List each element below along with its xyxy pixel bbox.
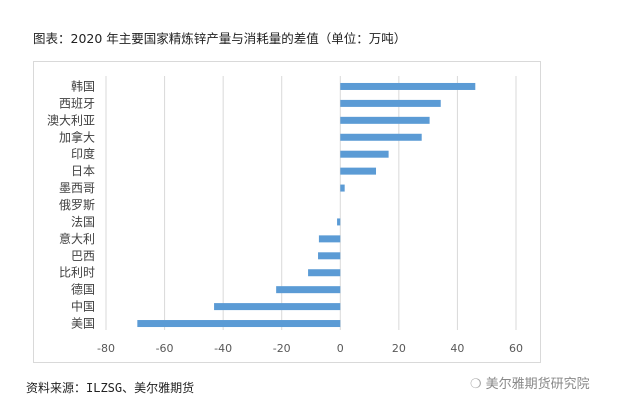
bar xyxy=(214,303,341,311)
y-category-label: 意大利 xyxy=(59,231,95,246)
bar xyxy=(308,269,341,277)
y-category-label: 墨西哥 xyxy=(59,181,95,195)
source-note: 资料来源：ILZSG、美尔雅期货 xyxy=(26,381,195,395)
x-tick-label: 20 xyxy=(392,342,406,355)
x-tick-label: -40 xyxy=(214,342,232,355)
y-category-label: 法国 xyxy=(71,215,95,229)
x-tick-label: -80 xyxy=(97,342,115,355)
bar xyxy=(340,99,441,107)
watermark-text: 美尔雅期货研究院 xyxy=(485,377,590,392)
x-tick-label: 60 xyxy=(509,342,523,355)
y-category-label: 俄罗斯 xyxy=(59,198,95,212)
x-tick-label: -20 xyxy=(273,342,291,355)
chart-frame xyxy=(33,61,541,363)
bar xyxy=(318,252,341,260)
bar xyxy=(276,286,341,294)
bar xyxy=(340,82,476,90)
y-category-label: 印度 xyxy=(71,146,95,161)
bar xyxy=(340,116,430,124)
y-category-label: 日本 xyxy=(71,164,95,178)
x-tick-label: -60 xyxy=(156,342,174,355)
y-category-label: 中国 xyxy=(71,299,95,314)
y-category-label: 西班牙 xyxy=(59,96,95,110)
y-category-label: 澳大利亚 xyxy=(47,113,95,127)
bar xyxy=(340,184,345,192)
bar xyxy=(340,150,389,158)
y-category-label: 加拿大 xyxy=(59,129,95,144)
y-category-label: 巴西 xyxy=(71,249,95,263)
watermark: ❍ 美尔雅期货研究院 xyxy=(470,373,590,392)
x-tick-label: 40 xyxy=(450,342,464,355)
y-category-label: 德国 xyxy=(71,282,95,297)
chart-title: 图表：2020 年主要国家精炼锌产量与消耗量的差值（单位：万吨） xyxy=(33,31,407,46)
bar xyxy=(137,320,341,328)
x-tick-label: 0 xyxy=(337,342,344,355)
bar xyxy=(318,235,341,243)
bar xyxy=(337,218,341,226)
wechat-icon: ❍ xyxy=(470,377,482,392)
y-category-label: 韩国 xyxy=(71,78,95,93)
bar xyxy=(340,167,377,175)
bar xyxy=(340,133,422,141)
y-category-label: 美国 xyxy=(71,317,95,331)
y-category-label: 比利时 xyxy=(59,266,95,280)
